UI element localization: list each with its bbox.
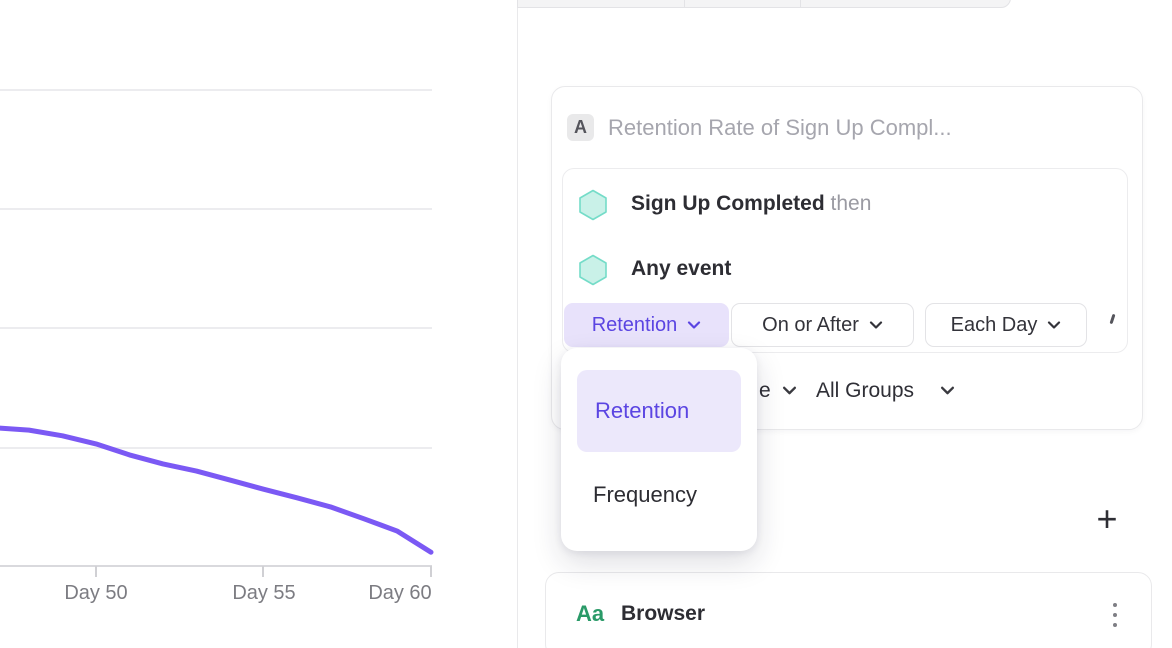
- clipped-cell-divider: [800, 0, 801, 7]
- chevron-down-icon: [869, 320, 882, 329]
- chart-gridlines: [0, 89, 432, 449]
- event-name: Any event: [631, 257, 732, 280]
- retention-line: [0, 425, 434, 555]
- chevron-down-icon: [1048, 320, 1061, 329]
- event-row-any-event[interactable]: Any event: [563, 252, 1127, 286]
- clipped-dropdown-fragment[interactable]: e: [759, 379, 771, 402]
- each-day-dropdown[interactable]: Each Day: [925, 303, 1087, 347]
- on-or-after-dropdown[interactable]: On or After: [731, 303, 914, 347]
- x-tick-label-day55: Day 55: [232, 582, 295, 604]
- metric-title-input[interactable]: Retention Rate of Sign Up Compl...: [608, 115, 952, 140]
- event-row-sign-up-completed[interactable]: Sign Up Completed then: [563, 187, 1127, 221]
- dropdown-item-retention[interactable]: Retention: [577, 370, 741, 452]
- hexagon-icon: [579, 254, 607, 286]
- retention-chart-svg: Day 50 Day 55 Day 60: [0, 89, 434, 604]
- chevron-down-icon: [688, 320, 701, 329]
- x-axis-ticks: [95, 566, 432, 577]
- panel-divider: [517, 0, 518, 648]
- clipped-cell-divider: [684, 0, 685, 7]
- add-button[interactable]: +: [1096, 498, 1118, 539]
- x-tick-label-day60: Day 60: [368, 582, 431, 604]
- chevron-down-icon[interactable]: [940, 386, 955, 396]
- event-definition-card: Sign Up Completed then Any event Retenti…: [562, 168, 1128, 353]
- chevron-down-icon[interactable]: [782, 386, 797, 396]
- filters-row: e All Groups: [552, 369, 1142, 413]
- breakdown-card-browser[interactable]: Aa Browser: [545, 572, 1152, 648]
- event-name: Sign Up Completed then: [631, 192, 872, 215]
- hexagon-icon: [579, 189, 607, 221]
- retention-mode-dropdown[interactable]: Retention: [564, 303, 729, 347]
- dropdown-item-frequency[interactable]: Frequency: [593, 482, 697, 507]
- string-property-type-icon: Aa: [576, 601, 605, 626]
- metric-badge: A: [567, 114, 594, 141]
- retention-chart: Day 50 Day 55 Day 60: [0, 0, 518, 648]
- kebab-menu-icon[interactable]: [1108, 597, 1122, 633]
- breakdown-property-label: Browser: [621, 602, 706, 625]
- all-groups-dropdown[interactable]: All Groups: [816, 379, 915, 402]
- clipped-card-row[interactable]: [517, 0, 1011, 8]
- mode-dropdown-menu: Retention Frequency: [561, 348, 757, 551]
- x-tick-label-day50: Day 50: [64, 582, 127, 604]
